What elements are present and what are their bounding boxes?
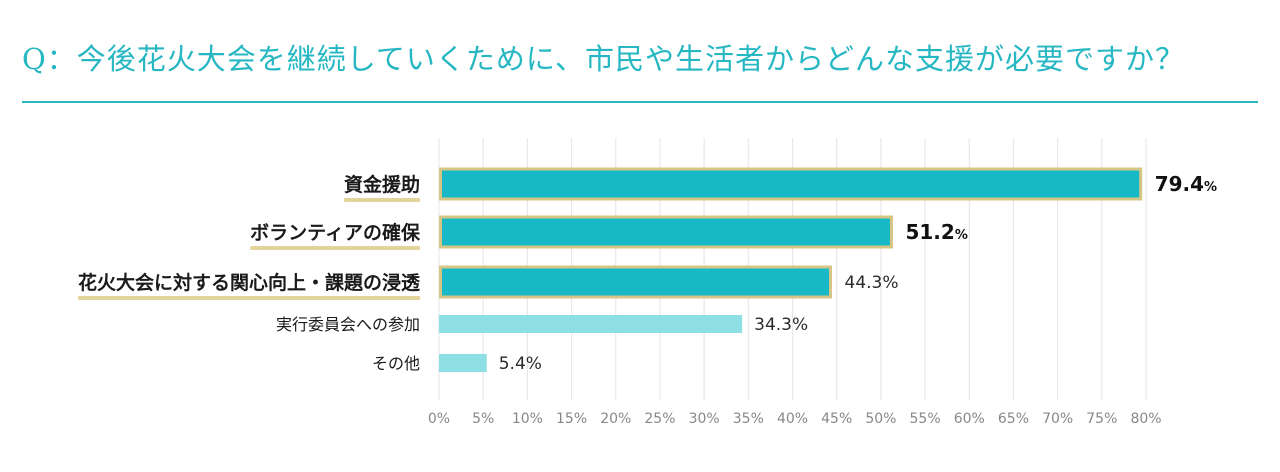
x-tick-label: 80% (1130, 411, 1161, 427)
x-tick-label: 35% (733, 411, 764, 427)
value-label-unit: % (1204, 180, 1217, 195)
category-label: 実行委員会への参加 (276, 315, 420, 334)
category-label-underline (77, 296, 420, 300)
x-tick-label: 70% (1042, 411, 1073, 427)
x-tick-label: 20% (600, 411, 631, 427)
category-label: ボランティアの確保 (250, 221, 421, 244)
bar (439, 354, 487, 372)
value-label: 51.2% (905, 220, 967, 244)
value-label: 44.3% (845, 273, 899, 293)
bar (439, 265, 833, 299)
x-tick-label: 45% (821, 411, 852, 427)
category-label-underline (343, 198, 420, 202)
bar (439, 215, 893, 249)
value-label: 34.3% (754, 315, 808, 335)
x-tick-label: 75% (1086, 411, 1117, 427)
x-tick-label: 65% (998, 411, 1029, 427)
value-label-unit: % (955, 228, 968, 243)
category-label-underline (250, 246, 420, 250)
x-tick-label: 5% (472, 411, 494, 427)
chart-title: Q：今後花火大会を継続していくために、市民や生活者からどんな支援が必要ですか？ (22, 42, 1186, 76)
x-tick-label: 10% (512, 411, 543, 427)
category-label: 資金援助 (344, 173, 420, 196)
value-label: 5.4% (499, 354, 542, 374)
x-tick-label: 50% (865, 411, 896, 427)
value-label: 79.4% (1155, 172, 1217, 196)
x-tick-label: 40% (777, 411, 808, 427)
title-underline (22, 101, 1258, 103)
category-label: 花火大会に対する関心向上・課題の浸透 (78, 271, 421, 294)
x-tick-label: 0% (428, 411, 450, 427)
x-tick-label: 55% (910, 411, 941, 427)
x-tick-label: 15% (556, 411, 587, 427)
x-tick-label: 60% (954, 411, 985, 427)
x-tick-label: 25% (644, 411, 675, 427)
bar (439, 167, 1143, 201)
bar (439, 315, 743, 333)
x-tick-label: 30% (689, 411, 720, 427)
category-label: その他 (372, 354, 420, 373)
